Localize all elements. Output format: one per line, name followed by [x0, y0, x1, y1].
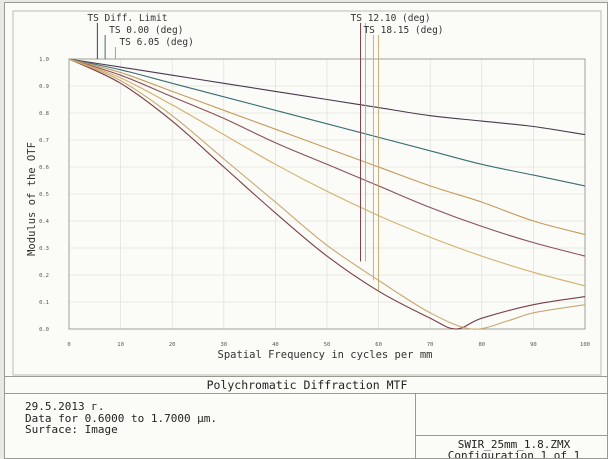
mtf-series-line — [68, 58, 586, 330]
info-panel: 29.5.2013 г. Data for 0.6000 to 1.7000 µ… — [25, 401, 217, 436]
y-tick-label: 0.4 — [39, 219, 50, 225]
file-name: SWIR_25mm_1.8.ZMX — [457, 438, 571, 451]
mtf-chart: 0 10 20 30 40 50 60 70 80 90 100 0.0 0.1 0.2 0.3 0.4 0.5… — [12, 10, 602, 376]
mtf-series-line — [68, 58, 586, 236]
y-tick-label: 0.2 — [39, 273, 49, 279]
legend-label: TS 0.00 (deg) — [109, 25, 183, 36]
info-wavelengths: Data for 0.6000 to 1.7000 µm. — [25, 411, 218, 425]
x-tick-label: 40 — [272, 342, 279, 348]
legend-label: TS Diff. Limit — [87, 13, 167, 24]
x-tick-label: 90 — [530, 342, 537, 348]
mtf-series-line — [68, 58, 586, 287]
grid-lines — [12, 10, 602, 376]
x-tick-label: 20 — [169, 342, 176, 348]
x-tick-label: 70 — [427, 342, 434, 348]
mtf-series-line — [68, 58, 586, 187]
legend-label: TS 12.10 (deg) — [351, 13, 431, 24]
y-tick-label: 0.8 — [39, 111, 49, 117]
legend-label: TS 6.05 (deg) — [119, 37, 193, 48]
y-axis-label: Modulus of the OTF — [26, 142, 38, 256]
x-tick-label: 80 — [478, 342, 485, 348]
plot-box — [68, 58, 586, 330]
y-tick-label: 0.9 — [39, 84, 49, 90]
y-tick-label: 0.0 — [39, 327, 49, 333]
x-tick-label: 0 — [67, 342, 70, 348]
mtf-series-line — [68, 58, 586, 330]
tick-labels: 0 10 20 30 40 50 60 70 80 90 100 0.0 0.1 0.2 0.3 0.4 0.5… — [39, 57, 590, 348]
legend-label: TS 18.15 (deg) — [363, 25, 443, 36]
x-tick-label: 10 — [117, 342, 124, 348]
y-tick-label: 0.3 — [39, 246, 49, 252]
info-surface: Surface: Image — [25, 423, 118, 436]
x-tick-label: 30 — [220, 342, 227, 348]
configuration: Configuration 1 of 1 — [447, 449, 581, 459]
file-info: SWIR_25mm_1.8.ZMX Configuration 1 of 1 — [419, 438, 607, 459]
info-divider — [415, 394, 416, 458]
x-tick-label: 60 — [375, 342, 382, 348]
x-tick-label: 100 — [580, 342, 590, 348]
y-tick-label: 0.7 — [39, 138, 49, 144]
plot-area-border — [12, 10, 602, 376]
info-divider — [415, 435, 607, 436]
data-series — [68, 58, 586, 330]
chart-caption: Polychromatic Diffraction MTF — [5, 376, 607, 394]
mtf-series-line — [68, 58, 586, 257]
x-axis-label: Spatial Frequency in cycles per mm — [218, 349, 433, 361]
y-tick-label: 1.0 — [39, 57, 49, 63]
x-tick-label: 50 — [324, 342, 331, 348]
mtf-series-line — [68, 58, 586, 136]
y-tick-label: 0.6 — [39, 165, 49, 171]
y-tick-label: 0.5 — [39, 192, 49, 198]
info-date: 29.5.2013 г. — [25, 400, 105, 413]
mtf-plot-window: 0 10 20 30 40 50 60 70 80 90 100 0.0 0.1 0.2 0.3 0.4 0.5… — [4, 2, 608, 459]
y-tick-label: 0.1 — [39, 300, 49, 306]
